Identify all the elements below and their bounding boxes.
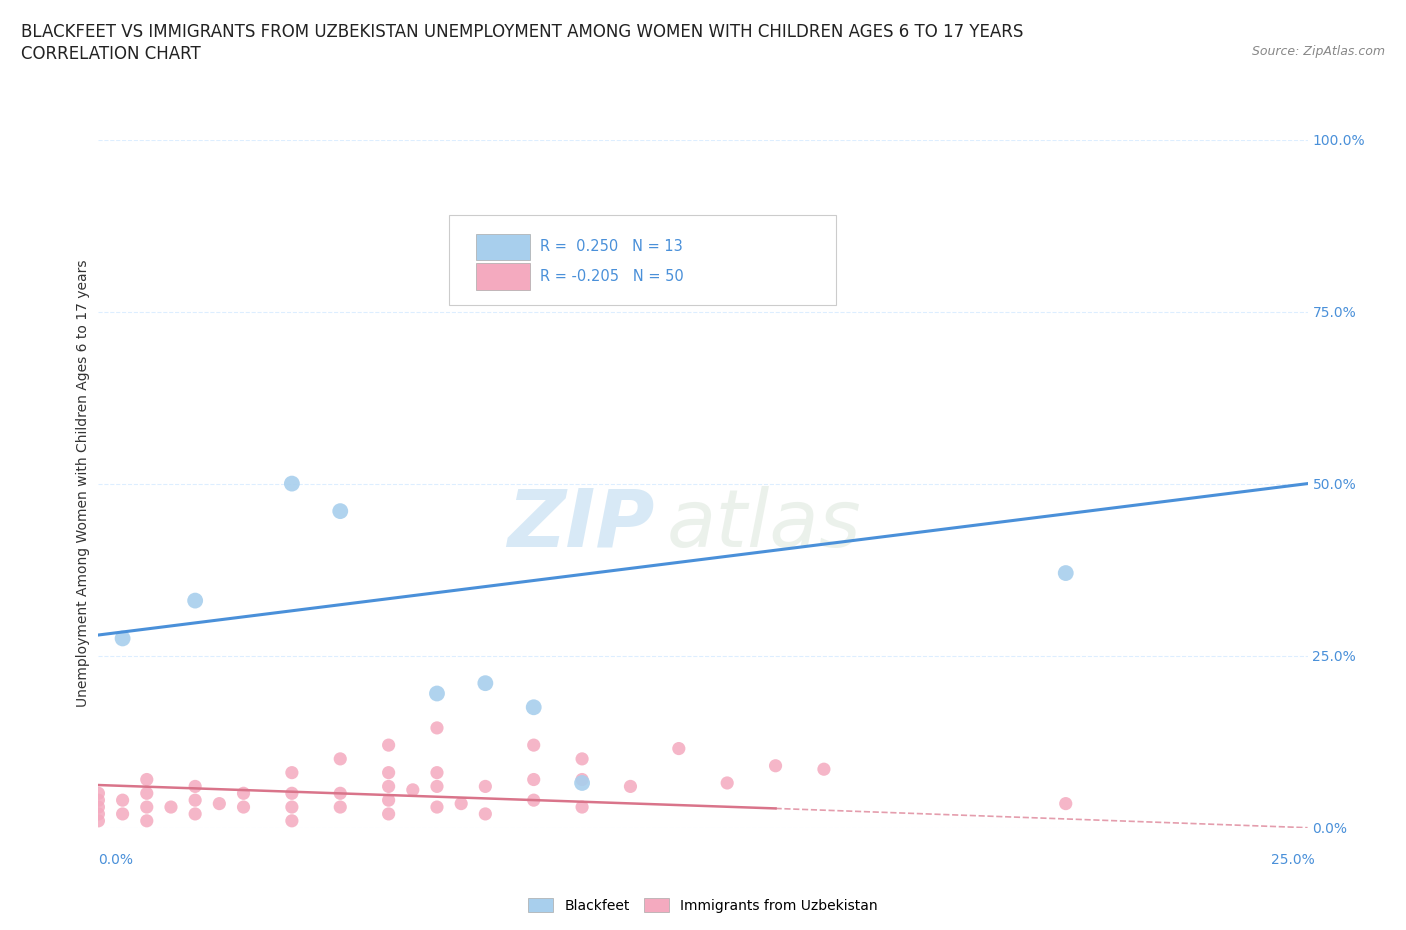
Text: atlas: atlas	[666, 485, 862, 564]
FancyBboxPatch shape	[475, 233, 530, 260]
Point	[426, 765, 449, 780]
Point	[329, 786, 352, 801]
Point	[135, 814, 157, 829]
Point	[87, 806, 110, 821]
Point	[426, 721, 449, 736]
Text: 0.0%: 0.0%	[98, 853, 134, 868]
Point	[377, 737, 399, 752]
Point	[232, 800, 254, 815]
Point	[87, 800, 110, 815]
FancyBboxPatch shape	[449, 215, 837, 305]
Point	[281, 476, 304, 491]
Point	[87, 814, 110, 829]
Text: BLACKFEET VS IMMIGRANTS FROM UZBEKISTAN UNEMPLOYMENT AMONG WOMEN WITH CHILDREN A: BLACKFEET VS IMMIGRANTS FROM UZBEKISTAN …	[21, 23, 1024, 41]
Point	[281, 814, 304, 829]
Point	[329, 800, 352, 815]
Point	[765, 758, 787, 773]
Point	[184, 779, 207, 794]
Point	[135, 786, 157, 801]
Point	[111, 631, 134, 645]
Point	[523, 737, 546, 752]
Point	[474, 779, 496, 794]
Text: R =  0.250   N = 13: R = 0.250 N = 13	[540, 239, 682, 255]
Point	[135, 800, 157, 815]
Point	[329, 751, 352, 766]
Point	[377, 779, 399, 794]
Point	[232, 786, 254, 801]
Point	[571, 751, 593, 766]
Point	[87, 786, 110, 801]
Point	[450, 796, 472, 811]
Text: Source: ZipAtlas.com: Source: ZipAtlas.com	[1251, 45, 1385, 58]
Point	[208, 796, 231, 811]
Point	[426, 800, 449, 815]
Point	[377, 806, 399, 821]
Point	[281, 765, 304, 780]
Point	[1054, 565, 1077, 580]
Point	[111, 806, 134, 821]
Point	[716, 776, 738, 790]
Point	[426, 779, 449, 794]
Legend: Blackfeet, Immigrants from Uzbekistan: Blackfeet, Immigrants from Uzbekistan	[523, 893, 883, 919]
Point	[160, 800, 183, 815]
Point	[474, 676, 496, 691]
Y-axis label: Unemployment Among Women with Children Ages 6 to 17 years: Unemployment Among Women with Children A…	[76, 259, 90, 708]
Point	[377, 792, 399, 807]
Point	[184, 593, 207, 608]
Point	[523, 792, 546, 807]
Point	[135, 772, 157, 787]
Point	[281, 800, 304, 815]
Point	[1054, 796, 1077, 811]
Point	[184, 806, 207, 821]
Point	[184, 792, 207, 807]
Text: 25.0%: 25.0%	[1271, 853, 1315, 868]
Point	[813, 762, 835, 777]
Point	[329, 504, 352, 519]
Point	[402, 782, 425, 797]
Point	[426, 686, 449, 701]
Text: ZIP: ZIP	[508, 485, 655, 564]
Point	[281, 786, 304, 801]
Point	[523, 772, 546, 787]
Point	[571, 800, 593, 815]
Point	[571, 776, 593, 790]
Point	[111, 792, 134, 807]
Point	[619, 779, 641, 794]
Point	[474, 806, 496, 821]
Point	[87, 792, 110, 807]
Point	[571, 772, 593, 787]
Point	[523, 700, 546, 715]
Text: R = -0.205   N = 50: R = -0.205 N = 50	[540, 269, 683, 284]
Text: CORRELATION CHART: CORRELATION CHART	[21, 45, 201, 62]
Point	[668, 741, 690, 756]
Point	[377, 765, 399, 780]
FancyBboxPatch shape	[475, 263, 530, 289]
